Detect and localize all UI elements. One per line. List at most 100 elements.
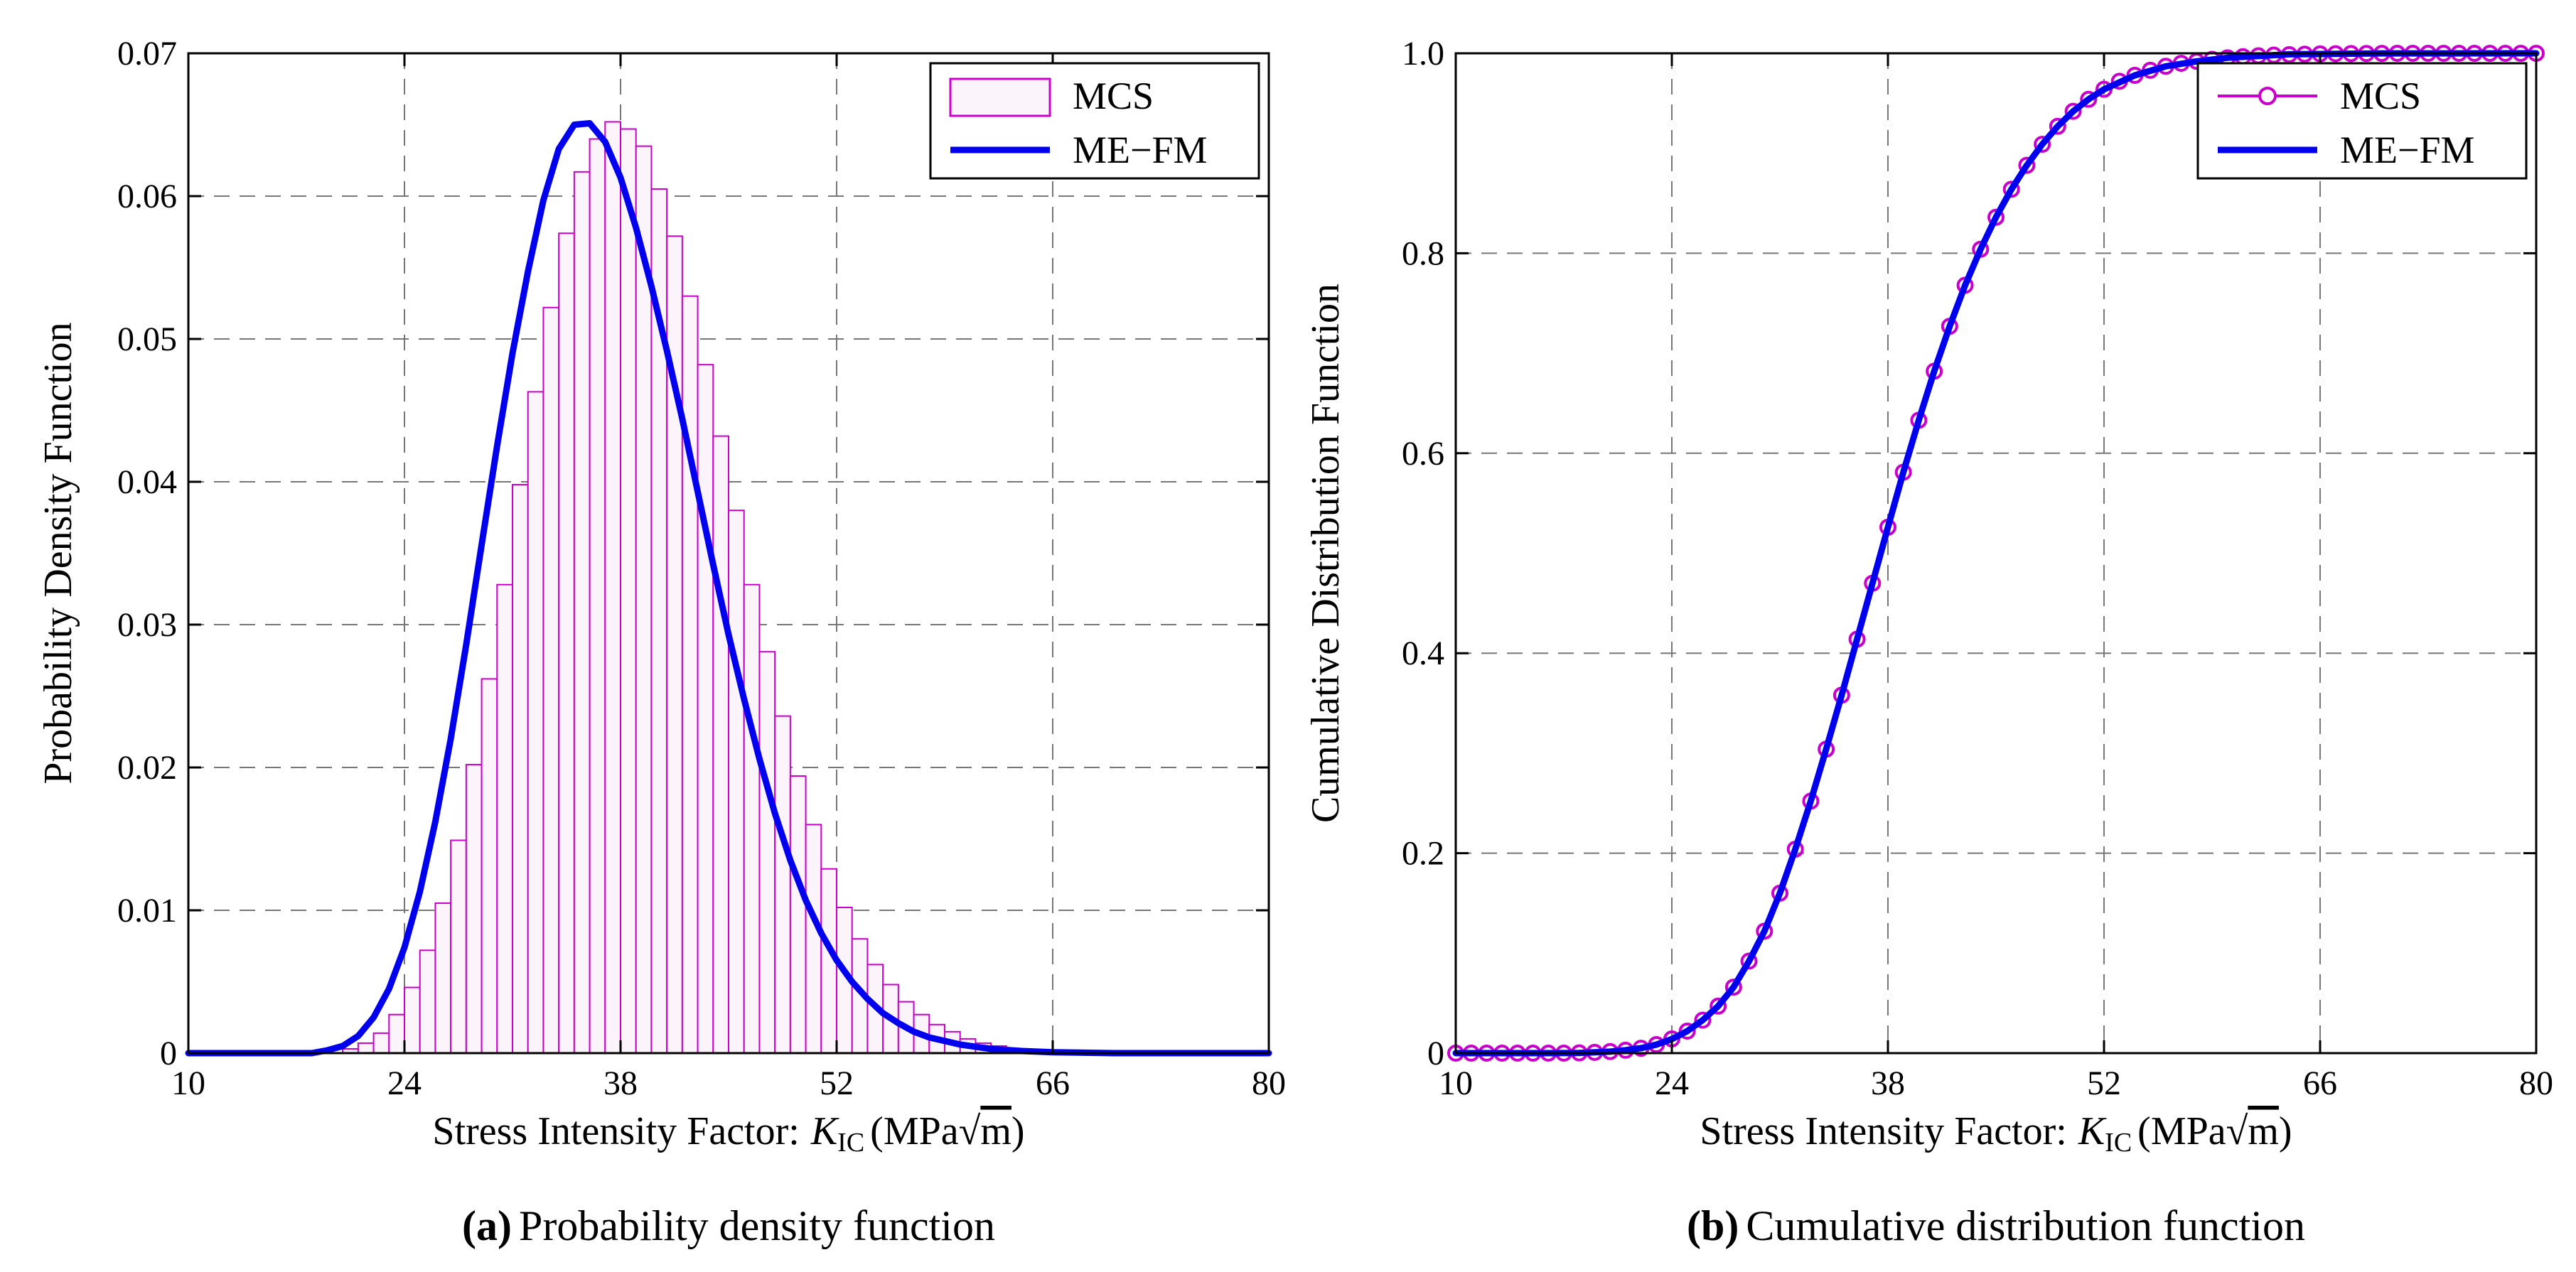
histogram-bar — [573, 171, 591, 1055]
histogram-bar — [527, 391, 544, 1054]
y-tick-label: 0 — [1427, 1035, 1444, 1072]
y-tick-label: 0.03 — [117, 606, 177, 644]
x-tick-label: 24 — [387, 1065, 422, 1102]
y-axis-label: Cumulative Distribution Function — [1304, 284, 1348, 823]
x-tick-label: 66 — [1036, 1065, 1070, 1102]
histogram-bar — [789, 775, 807, 1055]
panel-caption: (a) Probability density function — [462, 1202, 995, 1249]
legend-swatch-mcs — [949, 77, 1051, 117]
histogram-bar — [372, 1032, 390, 1054]
series-line-1 — [1452, 50, 2540, 1057]
histogram-bar — [434, 902, 452, 1054]
y-tick-label: 0.07 — [117, 35, 177, 72]
mcs-marker — [1710, 997, 1727, 1015]
x-axis-label-xlabel-colon: : — [788, 1109, 800, 1153]
histogram-bar — [681, 295, 699, 1055]
legend-box — [2196, 62, 2528, 180]
histogram-bar — [496, 583, 513, 1054]
histogram-bar — [712, 435, 729, 1054]
histogram-bar — [728, 510, 745, 1054]
mcs-marker — [1724, 979, 1742, 996]
x-tick-label: 38 — [603, 1065, 638, 1102]
legend: MCS ME−FM — [2196, 62, 2528, 180]
mcs-marker — [2080, 90, 2098, 108]
mcs-marker — [1678, 1023, 1696, 1040]
y-tick-label: 0.06 — [117, 178, 177, 215]
caption-text: Probability density function — [519, 1202, 995, 1249]
panel-caption: (b) Cumulative distribution function — [1687, 1202, 2305, 1249]
x-tick-label: 38 — [1871, 1065, 1905, 1102]
axes-frame — [187, 52, 1270, 1055]
x-axis-label-xlabel-unit-m: m — [2248, 1109, 2279, 1153]
x-tick-label: 10 — [1439, 1065, 1473, 1102]
y-tick-label: 1.0 — [1402, 35, 1444, 72]
histogram-bar — [604, 121, 621, 1055]
histogram-bar — [743, 583, 761, 1054]
x-tick-label: 66 — [2303, 1065, 2337, 1102]
x-axis-label-xlabel-sub: IC — [837, 1128, 864, 1158]
x-tick-label: 80 — [1252, 1065, 1286, 1102]
x-tick-label: 52 — [820, 1065, 854, 1102]
x-axis-label-xlabel: Stress Intensity Factor — [432, 1109, 788, 1153]
legend: MCS ME−FM — [929, 62, 1260, 180]
panel-a-pdf: 10 24 38 52 66 80 0 0.01 0.02 0.03 0.04 0.05 0.06 0.0… — [36, 35, 1286, 1249]
x-axis-label-xlabel-var: K — [2078, 1109, 2107, 1153]
legend-label: MCS — [2340, 75, 2421, 117]
x-axis-label-xlabel: Stress Intensity Factor — [1700, 1109, 2056, 1153]
histogram-bar — [450, 839, 467, 1054]
histogram-bar — [388, 1013, 405, 1054]
x-axis-label-xlabel-unit-open: (MPa — [870, 1109, 959, 1153]
histogram-bar — [697, 364, 714, 1054]
histogram-bar — [589, 138, 606, 1055]
y-axis-label: Probability Density Function — [36, 322, 80, 784]
y-tick-label: 0 — [160, 1035, 177, 1072]
y-tick-label: 0.02 — [117, 749, 177, 787]
caption-text: Cumulative distribution function — [1746, 1202, 2305, 1249]
plot-area — [1456, 53, 2536, 1053]
histogram-bar — [512, 484, 529, 1054]
legend-label: ME−FM — [1073, 129, 1208, 171]
histogram-bar — [774, 715, 791, 1054]
mcs-marker — [2002, 180, 2020, 198]
caption-letter: (b) — [1687, 1202, 1739, 1249]
mcs-marker — [1740, 952, 1758, 970]
legend-label: ME−FM — [2340, 129, 2475, 171]
histogram-bar — [419, 949, 436, 1055]
x-tick-label: 80 — [2519, 1065, 2553, 1102]
x-axis-label-xlabel-unit-close: ) — [2279, 1109, 2292, 1153]
x-axis-label-xlabel-unit-m: m — [980, 1109, 1011, 1153]
mcs-marker — [2049, 117, 2066, 135]
histogram-bar — [758, 651, 776, 1054]
x-tick-label: 24 — [1655, 1065, 1689, 1102]
mcs-marker — [2018, 156, 2036, 174]
y-tick-label: 0.04 — [117, 463, 177, 501]
mcs-marker — [2034, 136, 2051, 153]
y-tick-label: 0.8 — [1402, 235, 1444, 272]
histogram-bar — [542, 306, 560, 1054]
y-tick-label: 0.4 — [1402, 635, 1444, 672]
y-tick-label: 0.01 — [117, 892, 177, 929]
mcs-marker — [1694, 1011, 1712, 1029]
x-axis-label: Stress Intensity Factor: KIC (MPa√m) — [1700, 1109, 2292, 1158]
histogram-bar — [481, 678, 498, 1054]
caption-letter: (a) — [462, 1202, 512, 1249]
sqrt-sign: √ — [959, 1109, 981, 1153]
legend-label: MCS — [1073, 75, 1154, 117]
x-axis-label-xlabel-unit-open: (MPa — [2137, 1109, 2226, 1153]
x-axis-label-xlabel-sub: IC — [2105, 1128, 2132, 1158]
series-line-1 — [185, 120, 1272, 1057]
x-axis-label-xlabel-var: K — [810, 1109, 839, 1153]
panel-b-cdf: 10 24 38 52 66 80 0 0.2 0.4 0.6 0.8 1.0 Stress Inten… — [1304, 35, 2553, 1249]
y-tick-label: 0.2 — [1402, 835, 1444, 873]
histogram-bar — [404, 986, 421, 1055]
y-tick-label: 0.6 — [1402, 435, 1444, 473]
x-axis-label-xlabel-colon: : — [2056, 1109, 2067, 1153]
x-tick-label: 52 — [2087, 1065, 2121, 1102]
histogram-bar — [357, 1042, 375, 1055]
x-axis-label: Stress Intensity Factor: KIC (MPa√m) — [432, 1109, 1024, 1158]
mcs-marker — [2064, 102, 2082, 120]
x-tick-label: 10 — [171, 1065, 205, 1102]
histogram-bar — [558, 232, 575, 1054]
axes-frame — [1454, 52, 2538, 1055]
